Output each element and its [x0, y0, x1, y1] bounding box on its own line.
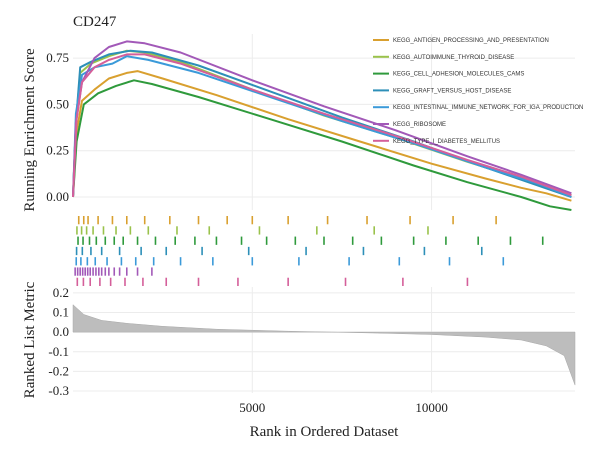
es-y-tick-label: 0.75 — [46, 50, 69, 65]
hits-panel — [73, 215, 575, 287]
x-tick-label: 10000 — [415, 400, 448, 415]
legend-label-1: KEGG_AUTOIMMUNE_THYROID_DISEASE — [393, 55, 514, 61]
rank-grid — [73, 287, 575, 393]
x-ticks: 5000 10000 — [239, 400, 448, 415]
rank-y-tick-label: 0.1 — [53, 305, 69, 320]
es-line-0 — [72, 70, 572, 202]
es-y-tick-label: 0.00 — [46, 189, 69, 204]
legend-label-2: KEGG_CELL_ADHESION_MOLECULES_CAMS — [393, 72, 524, 78]
rank-panel: 0.2 0.1 0.0 -0.1 -0.2 -0.3 5000 10000 Ranked L… — [22, 281, 576, 440]
es-line-4 — [72, 55, 572, 198]
es-grid — [73, 34, 575, 210]
legend-label-3: KEGG_GRAFT_VERSUS_HOST_DISEASE — [393, 88, 511, 94]
legend-label-4: KEGG_INTESTINAL_IMMUNE_NETWORK_FOR_IGA_P… — [393, 105, 583, 111]
es-line-2 — [72, 79, 572, 211]
rank-plot-background — [73, 287, 575, 393]
rank-y-tick-label: 0.0 — [53, 324, 69, 339]
rank-y-tick-label: -0.3 — [48, 383, 69, 398]
es-y-axis-title: Running Enrichment Score — [22, 48, 38, 212]
rank-y-tick-label: -0.1 — [48, 344, 69, 359]
legend: KEGG_ANTIGEN_PROCESSING_AND_PRESENTATION… — [373, 38, 583, 145]
es-y-tick-label: 0.50 — [46, 96, 69, 111]
ranked-metric-area — [72, 304, 576, 386]
es-lines — [72, 40, 572, 211]
es-line-6 — [72, 53, 572, 198]
legend-label-6: KEGG_TYPE_I_DIABETES_MELLITUS — [393, 139, 500, 145]
x-axis-title: Rank in Ordered Dataset — [250, 424, 400, 440]
x-tick-label: 5000 — [239, 400, 265, 415]
legend-label-5: KEGG_RIBOSOME — [393, 122, 446, 128]
rank-y-axis-title: Ranked List Metric — [22, 281, 38, 398]
rank-y-tick-label: -0.2 — [48, 363, 69, 378]
legend-label-0: KEGG_ANTIGEN_PROCESSING_AND_PRESENTATION — [393, 38, 549, 44]
rank-y-ticks: 0.2 0.1 0.0 -0.1 -0.2 -0.3 — [48, 285, 69, 398]
es-y-tick-label: 0.25 — [46, 143, 69, 158]
hits-plot-background — [73, 215, 575, 287]
chart-title: CD247 — [73, 14, 117, 30]
es-y-ticks: 0.00 0.25 0.50 0.75 — [46, 50, 69, 204]
es-panel: 0.00 0.25 0.50 0.75 CD247 Running Enrichmen… — [22, 14, 583, 212]
rank-y-tick-label: 0.2 — [53, 285, 69, 300]
